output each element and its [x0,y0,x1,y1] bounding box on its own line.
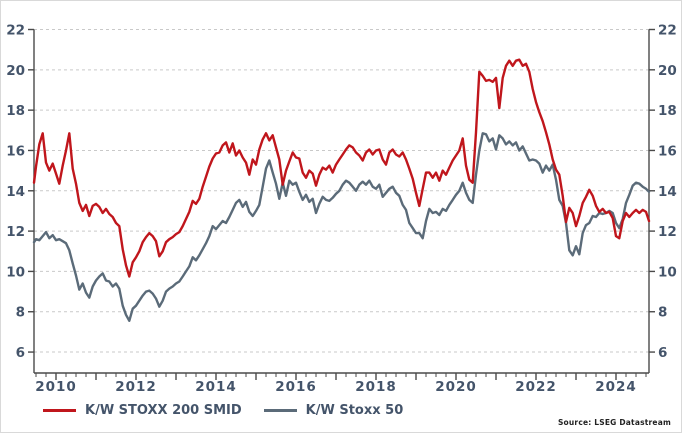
series-line-kw-stoxx-50 [32,132,651,322]
y-tick-label-left: 22 [6,23,25,39]
y-tick-label-left: 14 [6,184,25,200]
legend-label-stoxx50: K/W Stoxx 50 [305,403,404,418]
y-tick-label-left: 12 [6,224,25,240]
chart-legend: K/W STOXX 200 SMID K/W Stoxx 50 [43,403,403,418]
y-tick-label-right: 6 [658,345,667,361]
x-tick-label: 2010 [35,379,77,395]
source-note: Source: LSEG Datastream [557,418,671,427]
x-tick-label: 2022 [515,379,557,395]
y-tick-label-left: 18 [6,103,25,119]
y-tick-label-left: 16 [6,143,25,159]
y-tick-label-left: 8 [16,305,25,321]
legend-label-stoxx200smid: K/W STOXX 200 SMID [85,403,242,418]
y-tick-label-left: 20 [6,63,25,79]
y-tick-label-right: 22 [658,23,677,39]
x-tick-label: 2016 [275,379,317,395]
stoxx200smid-line-swatch [43,409,76,412]
y-tick-label-right: 18 [658,103,677,119]
x-tick-label: 2014 [195,379,237,395]
stoxx50-line-swatch [263,409,297,412]
x-tick-label: 2018 [355,379,397,395]
x-tick-label: 2012 [115,379,157,395]
x-tick-label: 2024 [595,379,637,395]
legend-item-stoxx200smid: K/W STOXX 200 SMID [43,403,242,418]
y-tick-label-right: 14 [658,184,677,200]
series-line-kw-stoxx-200-smid [32,58,651,278]
legend-item-stoxx50: K/W Stoxx 50 [263,403,404,418]
y-tick-label-right: 10 [658,264,677,280]
y-tick-label-right: 12 [658,224,677,240]
y-tick-label-right: 8 [658,305,667,321]
x-tick-label: 2020 [435,379,477,395]
y-tick-label-right: 20 [658,63,677,79]
y-tick-label-left: 6 [16,345,25,361]
y-tick-label-right: 16 [658,143,677,159]
y-tick-label-left: 10 [6,264,25,280]
